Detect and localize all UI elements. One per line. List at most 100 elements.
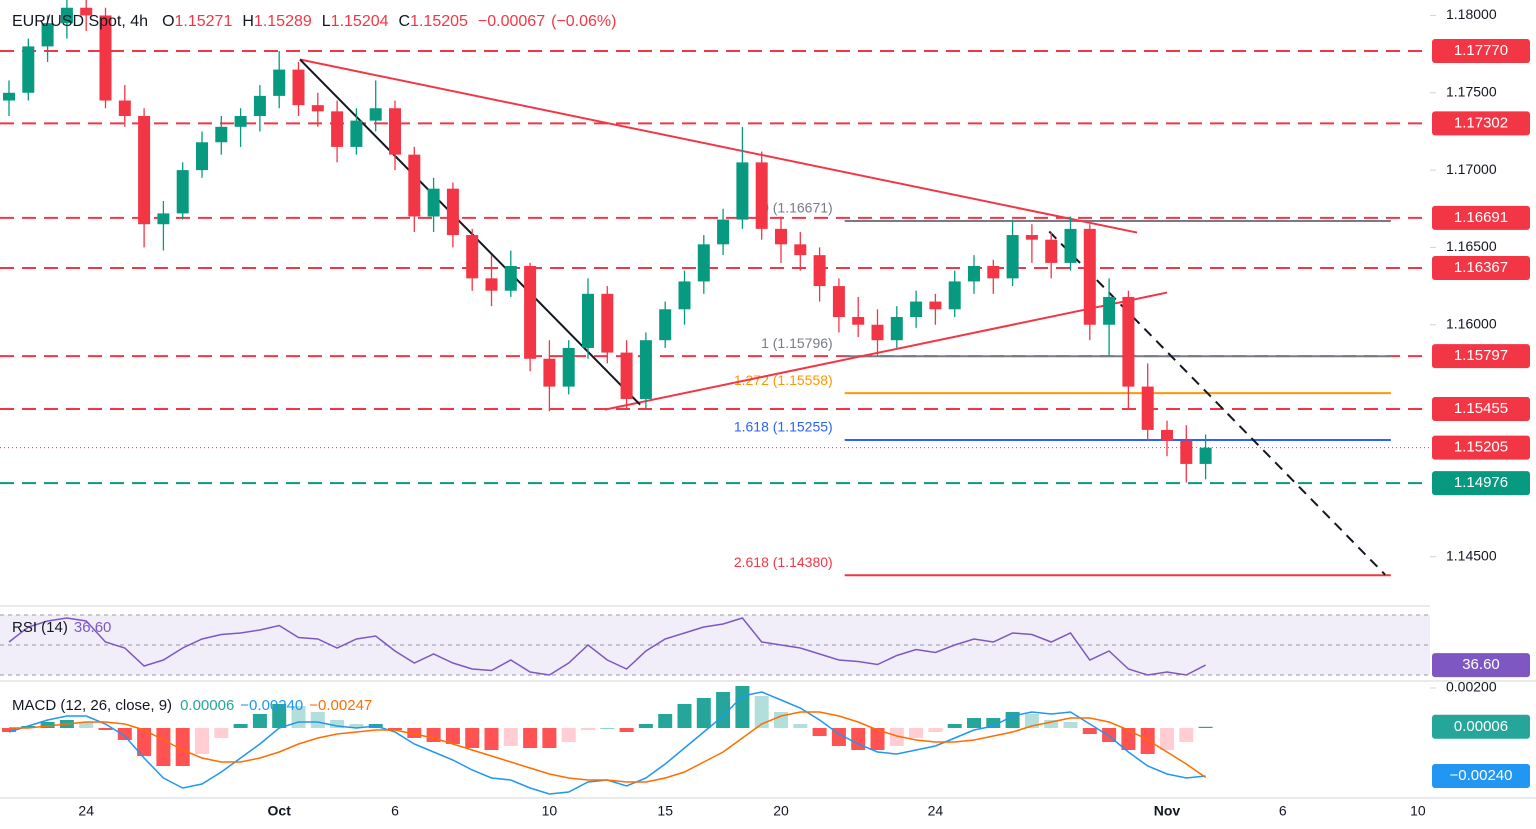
candle-body	[755, 162, 768, 229]
x-tick-label: 10	[542, 803, 558, 819]
macd-hist-bar	[581, 728, 595, 730]
candle-body	[1141, 386, 1154, 430]
candle-body	[832, 286, 845, 318]
candle-body	[736, 162, 749, 220]
candle-body	[427, 188, 440, 217]
candle-body	[292, 69, 305, 106]
candle-body	[659, 309, 672, 341]
change: −0.00067	[478, 13, 545, 30]
candle-body	[253, 95, 266, 116]
candle-body	[929, 301, 942, 310]
candle-body	[678, 281, 691, 310]
candle-body	[350, 120, 363, 147]
candle-body	[543, 358, 556, 387]
level-label: 1.14976	[1454, 474, 1508, 491]
x-tick-label: 24	[928, 803, 944, 819]
candle-body	[1103, 296, 1116, 325]
candle-body	[1025, 235, 1038, 240]
rsi-line	[8, 617, 1206, 676]
macd-hist-bar	[677, 704, 692, 728]
macd-hist-bar	[638, 724, 653, 728]
ohlc-value: 1.15205	[410, 13, 468, 30]
candle-body	[948, 281, 961, 310]
macd-header: MACD (12, 26, close, 9) 0.00006 −0.00240 −0…	[12, 697, 372, 714]
candle-body	[697, 244, 710, 282]
candle-body	[968, 265, 980, 282]
candle-body	[813, 255, 826, 287]
rsi-badge-label: 36.60	[1462, 656, 1500, 673]
macd-hist-bar	[117, 728, 132, 740]
ohlc-key: C	[399, 13, 411, 30]
macd-hist-bar	[1082, 728, 1097, 734]
macd-hist-bar	[561, 728, 576, 742]
x-tick-label: Oct	[268, 803, 292, 819]
fib-label: 1.272 (1.15558)	[734, 372, 833, 388]
macd-badge-label: −0.00240	[1450, 767, 1513, 784]
signal-value: −0.00247	[309, 697, 372, 714]
ohlc-value: 1.15289	[254, 13, 312, 30]
macd-hist-bar	[986, 718, 1001, 728]
macd-hist-bar	[484, 728, 499, 750]
candle-body	[1180, 440, 1193, 464]
x-tick-label: 24	[78, 803, 94, 819]
macd-hist-bar	[1024, 714, 1039, 728]
candle-body	[408, 154, 421, 217]
x-tick-label: 6	[1279, 803, 1287, 819]
candle-body	[3, 92, 15, 101]
macd-hist-bar	[40, 722, 55, 728]
macd-hist-bar	[1044, 720, 1059, 728]
macd-hist-bar	[445, 728, 460, 744]
candle-body	[118, 100, 131, 116]
level-label: 1.15797	[1454, 347, 1508, 364]
macd-hist-bar	[407, 728, 422, 738]
candle-body	[485, 278, 498, 291]
candle-body	[890, 317, 903, 341]
x-tick-label: 6	[391, 803, 399, 819]
fib-label: 0 (1.16671)	[761, 200, 833, 216]
macd-hist-bar	[310, 712, 325, 728]
level-label: 1.17302	[1454, 114, 1508, 131]
macd-tick-label: 0.00200	[1446, 679, 1497, 695]
candle-body	[389, 108, 401, 155]
trendline	[1048, 230, 1386, 576]
macd-badge	[1432, 764, 1530, 788]
candle-body	[1122, 296, 1135, 387]
rsi-title: RSI (14)	[12, 619, 68, 636]
macd-hist-bar	[1121, 728, 1136, 750]
level-badge	[1432, 397, 1530, 422]
candle-body	[215, 126, 228, 143]
x-tick-label: 15	[657, 803, 673, 819]
candle-body	[987, 265, 1000, 279]
candle-body	[311, 105, 324, 112]
macd-hist-bar	[175, 728, 190, 766]
candle-body	[466, 235, 479, 279]
y-tick-label: 1.14500	[1446, 547, 1497, 563]
macd-hist-bar	[388, 728, 402, 730]
candle-body	[446, 188, 459, 236]
y-tick-label: 1.17000	[1446, 161, 1497, 177]
macd-hist-bar	[272, 704, 287, 728]
ohlc-key: H	[242, 13, 254, 30]
candle-body	[1083, 228, 1096, 325]
macd-hist-bar	[252, 714, 267, 728]
level-badge	[1432, 205, 1530, 230]
candle-body	[582, 293, 594, 348]
candle-body	[871, 324, 884, 341]
fib-label: 2.618 (1.14380)	[734, 554, 833, 570]
candle-body	[524, 265, 537, 359]
level-badge	[1432, 471, 1530, 496]
macd-hist-bar	[793, 724, 808, 728]
macd-hist-bar	[330, 720, 345, 728]
macd-hist-bar	[947, 724, 962, 728]
macd-hist-bar	[21, 726, 36, 728]
macd-hist-bar	[233, 724, 248, 728]
level-label: 1.16367	[1454, 259, 1508, 276]
candle-body	[504, 265, 517, 291]
macd-hist-bar	[1160, 728, 1174, 750]
macd-hist-bar	[1140, 728, 1155, 754]
macd-hist-bar	[503, 728, 518, 746]
macd-hist-bar	[967, 718, 981, 728]
change-pct: (−0.06%)	[551, 13, 616, 30]
